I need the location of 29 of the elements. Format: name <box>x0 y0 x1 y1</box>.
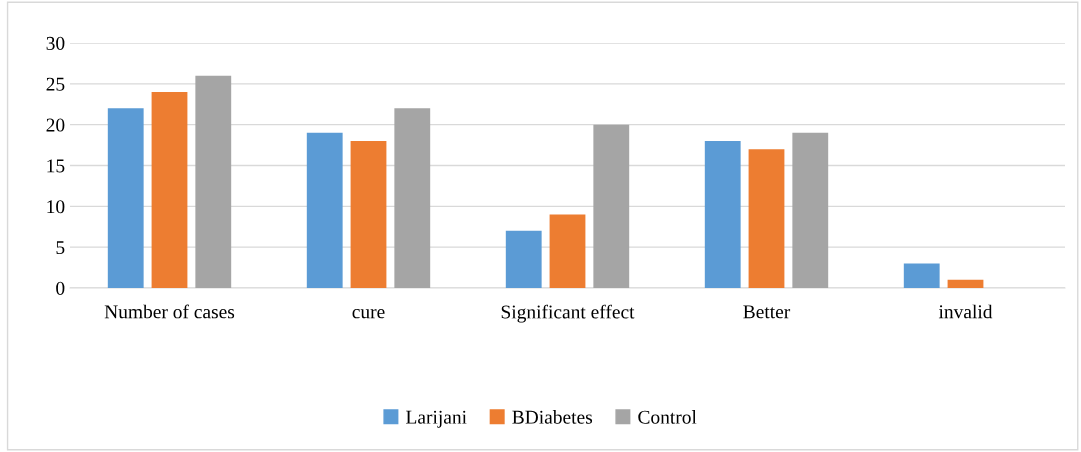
legend-label: BDiabetes <box>512 410 593 424</box>
x-tick-label: cure <box>352 309 385 319</box>
bar <box>593 124 630 288</box>
bar <box>903 263 940 288</box>
bar <box>350 141 387 288</box>
y-tick-label: 15 <box>47 159 65 173</box>
bar <box>505 230 542 288</box>
bar <box>704 141 741 288</box>
bar <box>306 132 343 288</box>
y-tick-label: 5 <box>56 241 65 255</box>
bar <box>195 75 232 288</box>
bar <box>151 92 188 288</box>
bar <box>107 108 144 288</box>
x-tick-label: Significant effect <box>501 304 635 323</box>
x-tick-label: invalid <box>938 304 993 319</box>
y-tick-label: 10 <box>47 200 65 214</box>
legend-label: Larijani <box>406 410 467 428</box>
y-tick-label: 30 <box>46 36 65 50</box>
bar <box>947 279 984 288</box>
x-tick-label: Better <box>743 305 791 319</box>
y-tick-label: 25 <box>46 77 65 91</box>
bar <box>792 132 829 288</box>
y-tick-label: 0 <box>56 281 65 295</box>
x-tick-label: Number of cases <box>104 304 235 319</box>
bar <box>748 149 785 288</box>
bar <box>394 108 431 288</box>
bar <box>549 214 586 288</box>
y-tick-label: 20 <box>46 118 65 132</box>
legend-label: Control <box>638 410 697 424</box>
